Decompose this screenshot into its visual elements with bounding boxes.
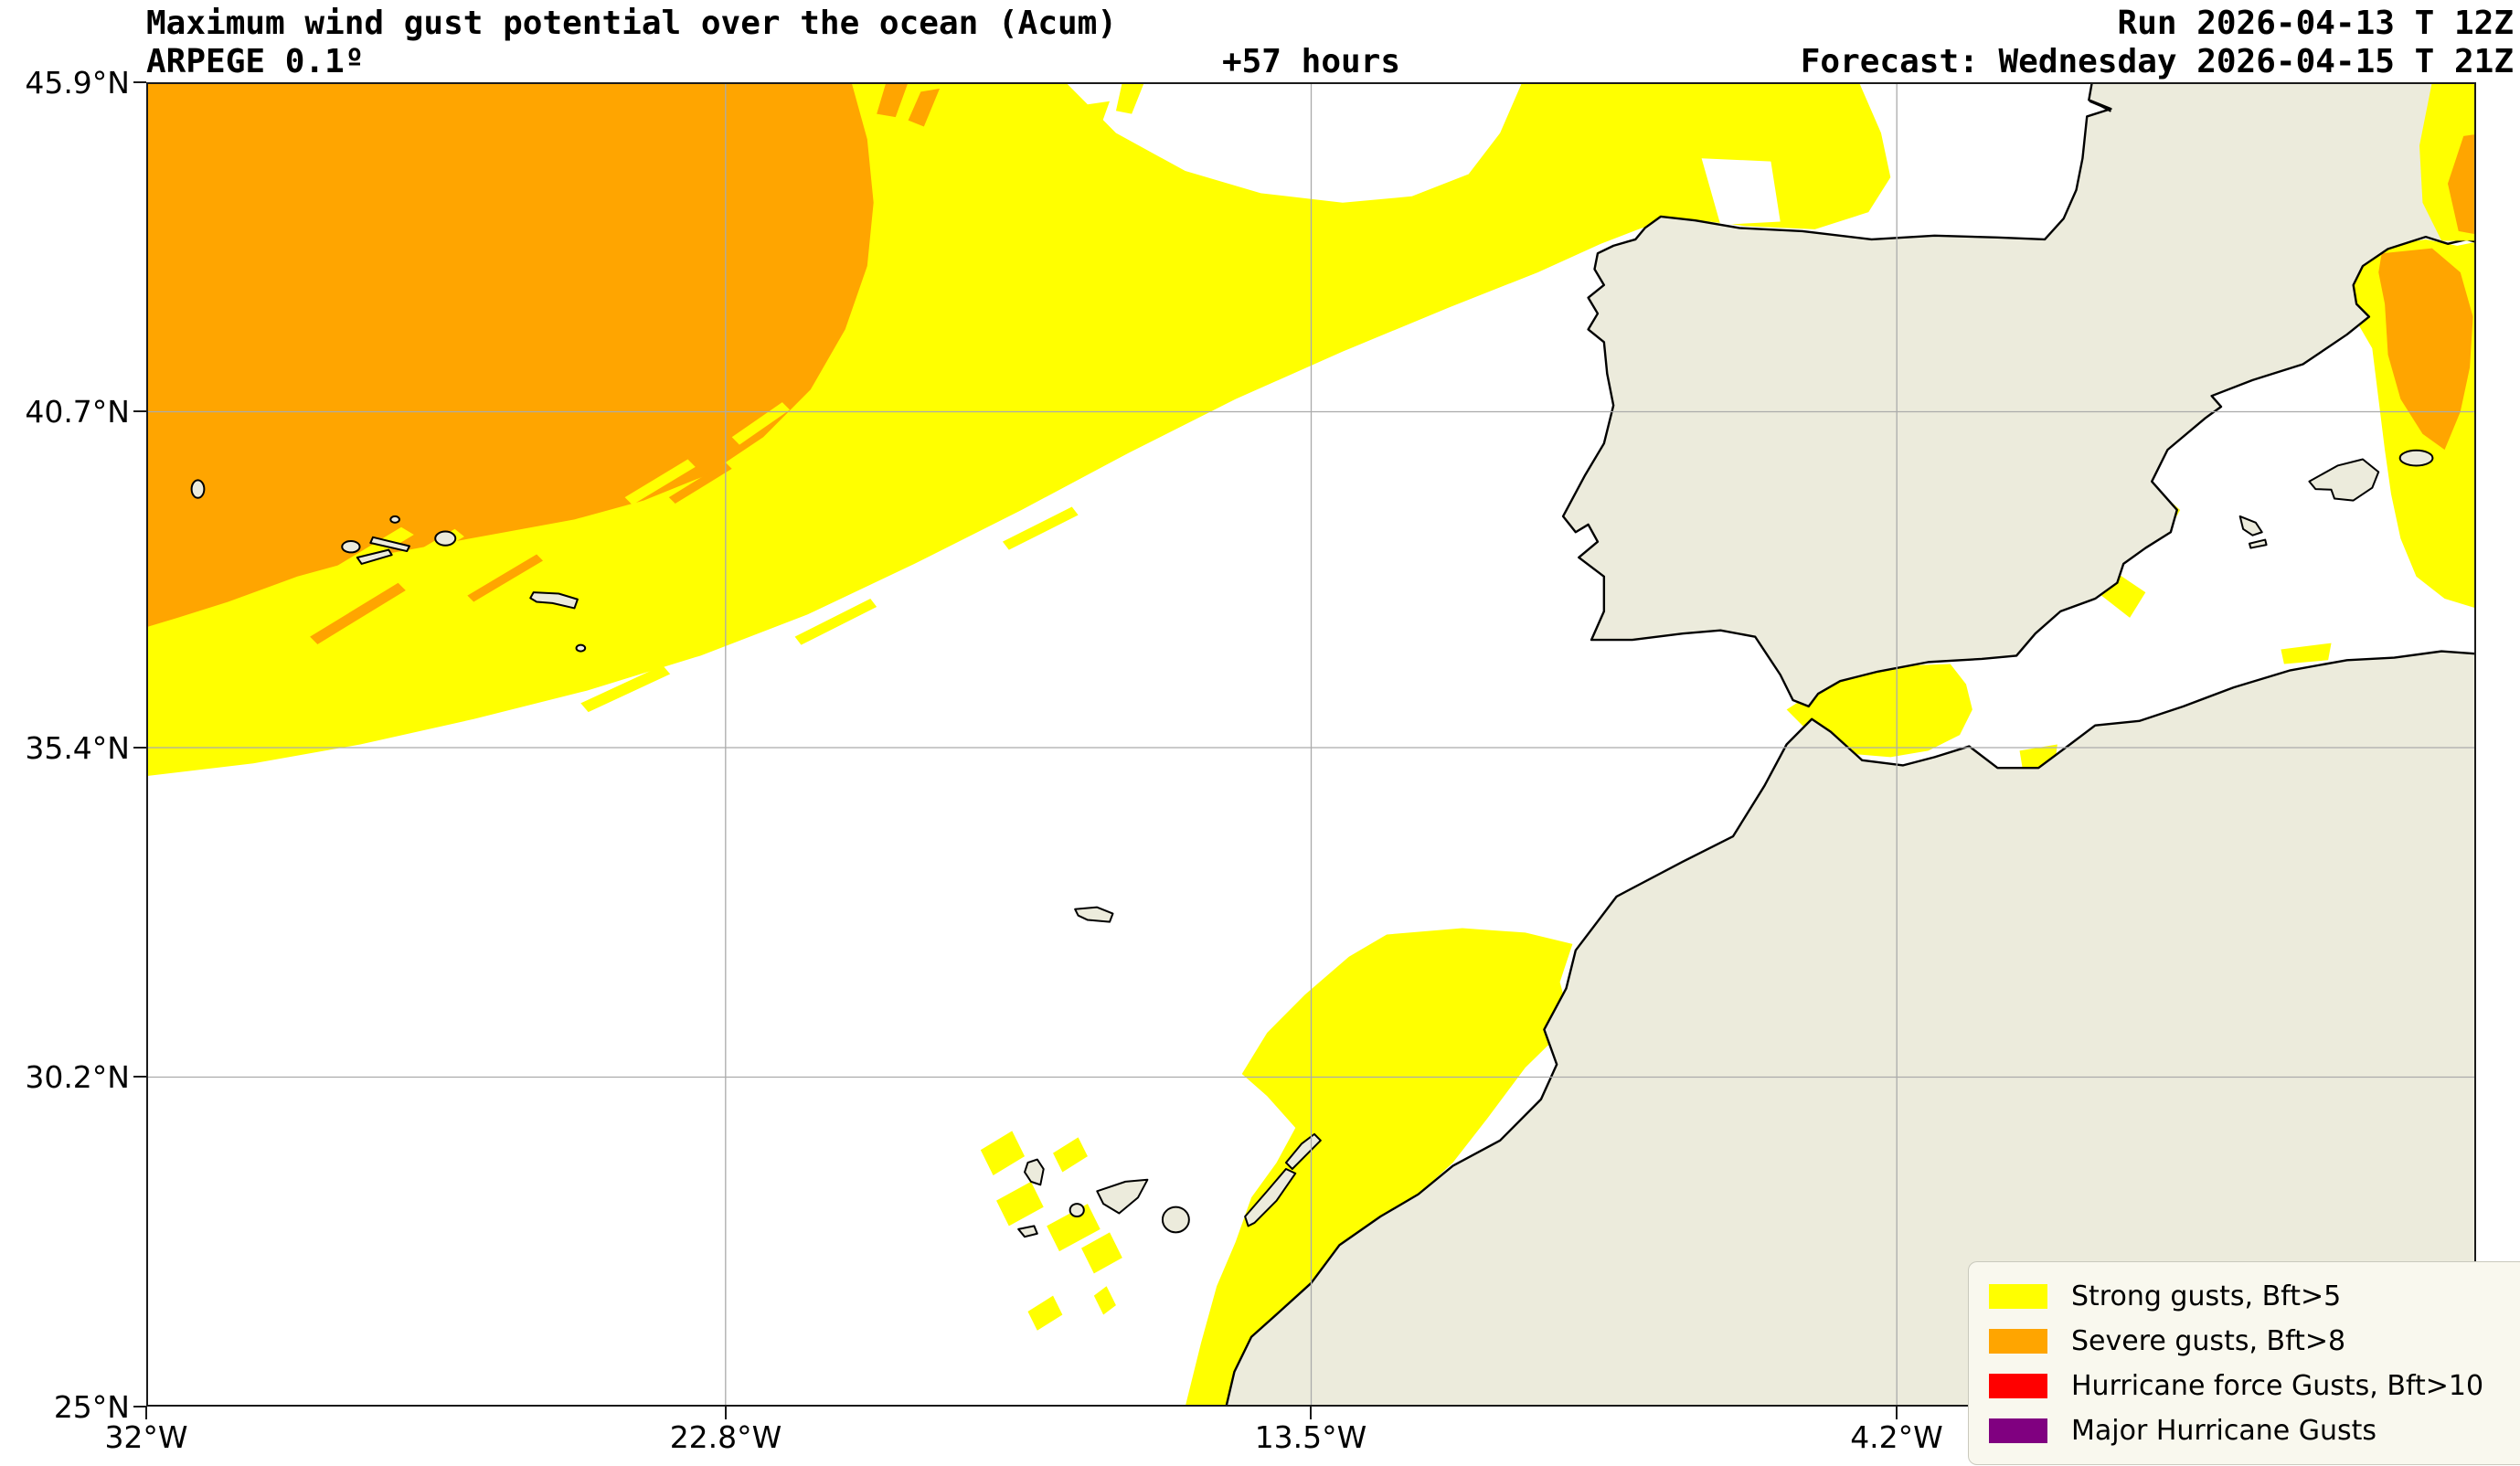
island-menorca <box>2400 451 2433 466</box>
legend-label: Strong gusts, Bft>5 <box>2071 1280 2342 1312</box>
lead-time-label: +57 hours <box>1221 43 1401 80</box>
page-title: Maximum wind gust potential over the oce… <box>146 5 1118 42</box>
legend-label: Hurricane force Gusts, Bft>10 <box>2071 1369 2484 1402</box>
island-mallorca <box>2309 460 2378 501</box>
y-tick <box>133 1406 146 1408</box>
legend-item-strong-gusts: Strong gusts, Bft>5 <box>1989 1274 2520 1319</box>
y-tick <box>133 81 146 83</box>
run-timestamp: Run 2026-04-13 T 12Z <box>2117 5 2514 42</box>
legend-item-severe-gusts: Severe gusts, Bft>8 <box>1989 1319 2520 1364</box>
y-tick-label: 30.2°N <box>25 1059 130 1095</box>
x-tick-label: 13.5°W <box>1254 1419 1367 1455</box>
island-sao-jorge <box>370 537 409 551</box>
forecast-timestamp: Forecast: Wednesday 2026-04-15 T 21Z <box>1800 43 2514 80</box>
island-faial <box>342 541 359 552</box>
y-tick-label: 25°N <box>53 1389 130 1425</box>
island-gran-canaria <box>1163 1207 1189 1233</box>
land-iberia-france <box>1563 82 2476 706</box>
island-santa-maria <box>577 645 586 652</box>
x-tick-label: 4.2°W <box>1850 1419 1943 1455</box>
island-la-gomera <box>1070 1204 1084 1216</box>
x-tick-label: 22.8°W <box>669 1419 782 1455</box>
x-tick-label: 32°W <box>104 1419 188 1455</box>
island-ibiza <box>2240 516 2262 536</box>
island-flores <box>192 480 205 497</box>
biscay-white-notch <box>1701 158 1781 225</box>
gironde-estuary-line <box>2089 101 2111 112</box>
landmass-group <box>1226 82 2476 1407</box>
x-tick <box>725 1407 727 1419</box>
graticule <box>146 82 2476 1407</box>
islands-group <box>192 451 2433 1237</box>
island-pico <box>357 550 392 564</box>
legend-item-major-hurricane-gusts: Major Hurricane Gusts <box>1989 1408 2520 1453</box>
x-tick <box>145 1407 147 1419</box>
strong-gusts-swatch <box>1989 1284 2047 1309</box>
island-el-hierro <box>1018 1226 1037 1237</box>
island-fuerteventura <box>1245 1169 1295 1226</box>
island-madeira <box>1075 908 1112 922</box>
island-tenerife <box>1097 1180 1147 1214</box>
map-plot-area: Strong gusts, Bft>5 Severe gusts, Bft>8 … <box>146 82 2520 1465</box>
island-la-palma <box>1025 1160 1044 1185</box>
y-tick <box>133 1076 146 1078</box>
land-north-africa <box>1226 652 2476 1407</box>
legend: Strong gusts, Bft>5 Severe gusts, Bft>8 … <box>1968 1261 2520 1465</box>
gust-region-severe <box>146 82 2473 644</box>
x-tick <box>1896 1407 1898 1419</box>
island-graciosa <box>390 516 399 523</box>
gust-streaks-strong <box>269 402 791 615</box>
y-tick-label: 35.4°N <box>25 730 130 766</box>
island-formentera <box>2249 540 2267 548</box>
gust-region-severe-rhone <box>2447 133 2476 235</box>
hurricane-gusts-swatch <box>1989 1374 2047 1398</box>
x-tick <box>1310 1407 1312 1419</box>
island-lanzarote <box>1286 1134 1321 1169</box>
y-tick-label: 45.9°N <box>25 65 130 101</box>
major-hurricane-gusts-swatch <box>1989 1418 2047 1443</box>
legend-label: Major Hurricane Gusts <box>2071 1414 2377 1447</box>
legend-item-hurricane-gusts: Hurricane force Gusts, Bft>10 <box>1989 1364 2520 1408</box>
model-label: ARPEGE 0.1º <box>146 43 365 80</box>
island-terceira <box>435 532 455 546</box>
y-tick <box>133 747 146 749</box>
y-tick <box>133 410 146 412</box>
island-sao-miguel <box>530 592 578 608</box>
legend-label: Severe gusts, Bft>8 <box>2071 1324 2346 1357</box>
severe-gusts-swatch <box>1989 1329 2047 1354</box>
map-canvas <box>146 82 2476 1407</box>
y-tick-label: 40.7°N <box>25 394 130 430</box>
